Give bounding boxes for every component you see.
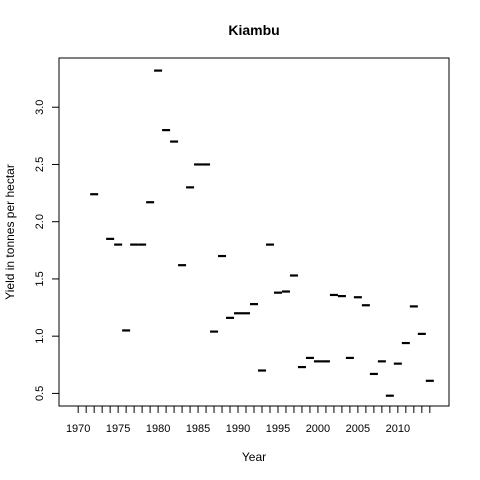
x-tick-label: 2005 — [346, 423, 370, 435]
x-tick-label: 1970 — [66, 423, 90, 435]
x-tick-label: 1985 — [186, 423, 210, 435]
x-tick-label: 1975 — [106, 423, 130, 435]
y-axis: 0.5 1.0 1.5 2.0 2.5 3.0 — [34, 100, 60, 401]
x-tick-label: 1995 — [266, 423, 290, 435]
x-axis-label: Year — [242, 450, 266, 464]
x-tick-label: 2010 — [386, 423, 410, 435]
x-tick-label: 1990 — [226, 423, 250, 435]
y-tick-label: 1.5 — [34, 271, 46, 286]
x-tick-label: 2000 — [306, 423, 330, 435]
y-tick-label: 2.5 — [34, 157, 46, 172]
chart-title: Kiambu — [228, 22, 279, 38]
y-tick-label: 1.0 — [34, 329, 46, 344]
y-tick-label: 3.0 — [34, 100, 46, 115]
y-tick-label: 2.0 — [34, 214, 46, 229]
y-tick-label: 0.5 — [34, 386, 46, 401]
y-axis-label: Yield in tonnes per hectar — [3, 164, 17, 300]
x-axis: 1970 1975 1980 1985 1990 1995 2000 2005 2010 — [66, 405, 431, 435]
data-points — [90, 69, 434, 397]
x-tick-label: 1980 — [146, 423, 170, 435]
